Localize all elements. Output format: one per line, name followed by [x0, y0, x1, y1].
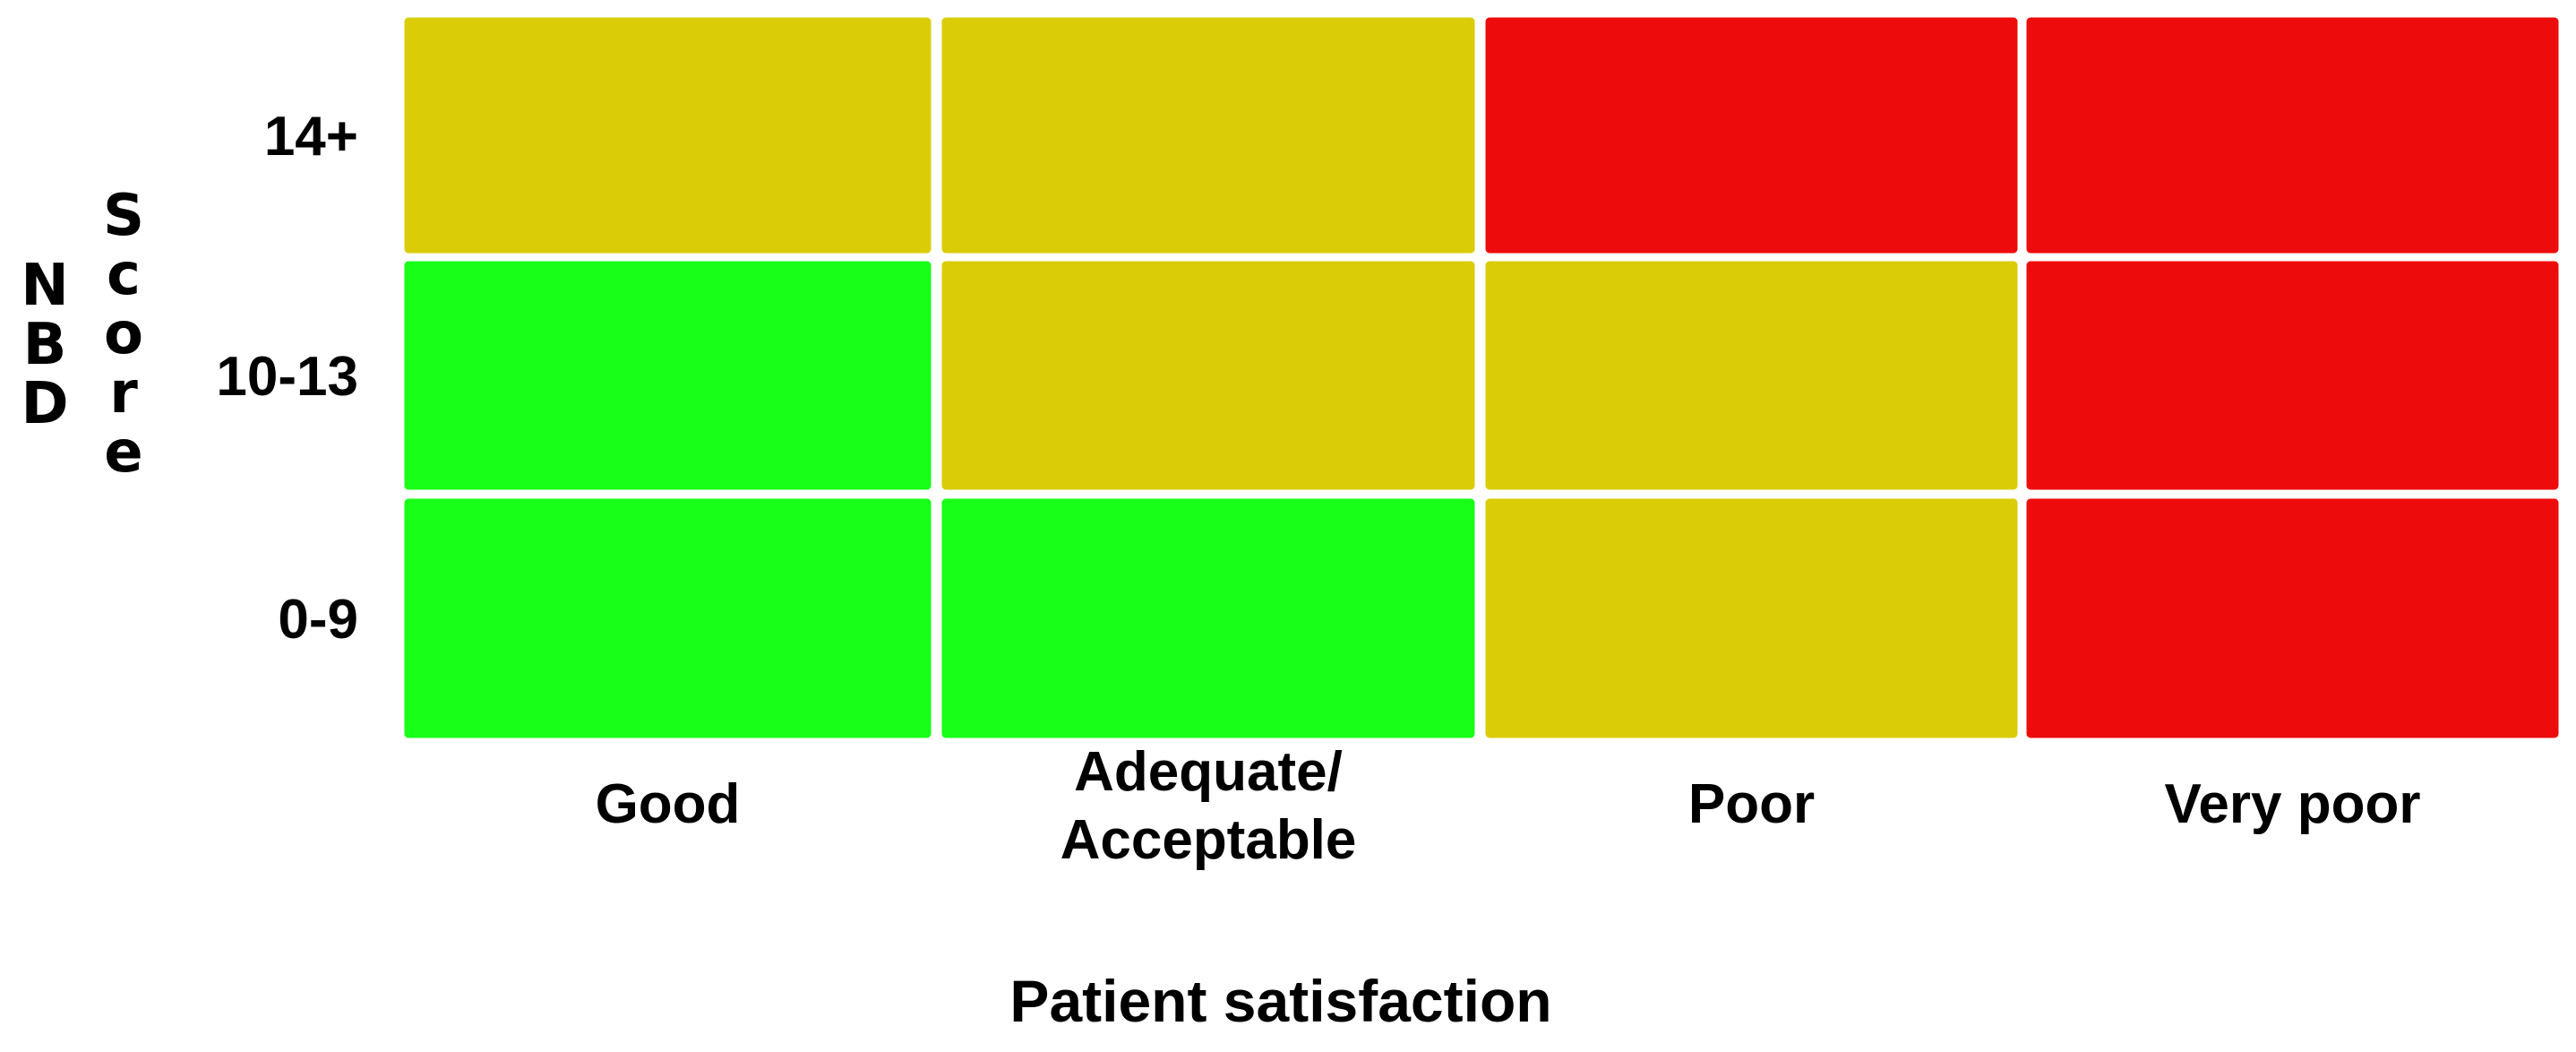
matrix-cell	[939, 14, 1478, 256]
matrix-cell	[401, 496, 934, 741]
column-label: Adequate/Acceptable	[1060, 741, 1357, 871]
column-label: Good	[596, 773, 741, 835]
matrix-cell	[939, 496, 1478, 741]
matrix-cell	[2023, 496, 2562, 741]
row-label: 14+	[264, 106, 358, 168]
row-label: 0-9	[278, 589, 358, 651]
matrix-cell	[2023, 14, 2562, 256]
matrix-cell	[1482, 258, 2021, 493]
y-axis-label: N B D S c o r e	[21, 183, 144, 486]
matrix-cell	[401, 14, 934, 256]
x-axis-title: Patient satisfaction	[1009, 968, 1551, 1034]
matrix-cell	[2023, 258, 2562, 493]
row-label: 10-13	[216, 346, 358, 408]
matrix-cell	[1482, 14, 2021, 256]
matrix-cell	[1482, 496, 2021, 741]
matrix-cell	[939, 258, 1478, 493]
column-label: Very poor	[2165, 773, 2421, 835]
column-labels: Good Adequate/Acceptable Poor Very poor	[596, 741, 2421, 871]
row-labels: 14+ 10-13 0-9	[216, 106, 358, 651]
matrix-cells	[401, 14, 2562, 741]
matrix-cell	[401, 258, 934, 493]
column-label: Poor	[1688, 773, 1815, 835]
